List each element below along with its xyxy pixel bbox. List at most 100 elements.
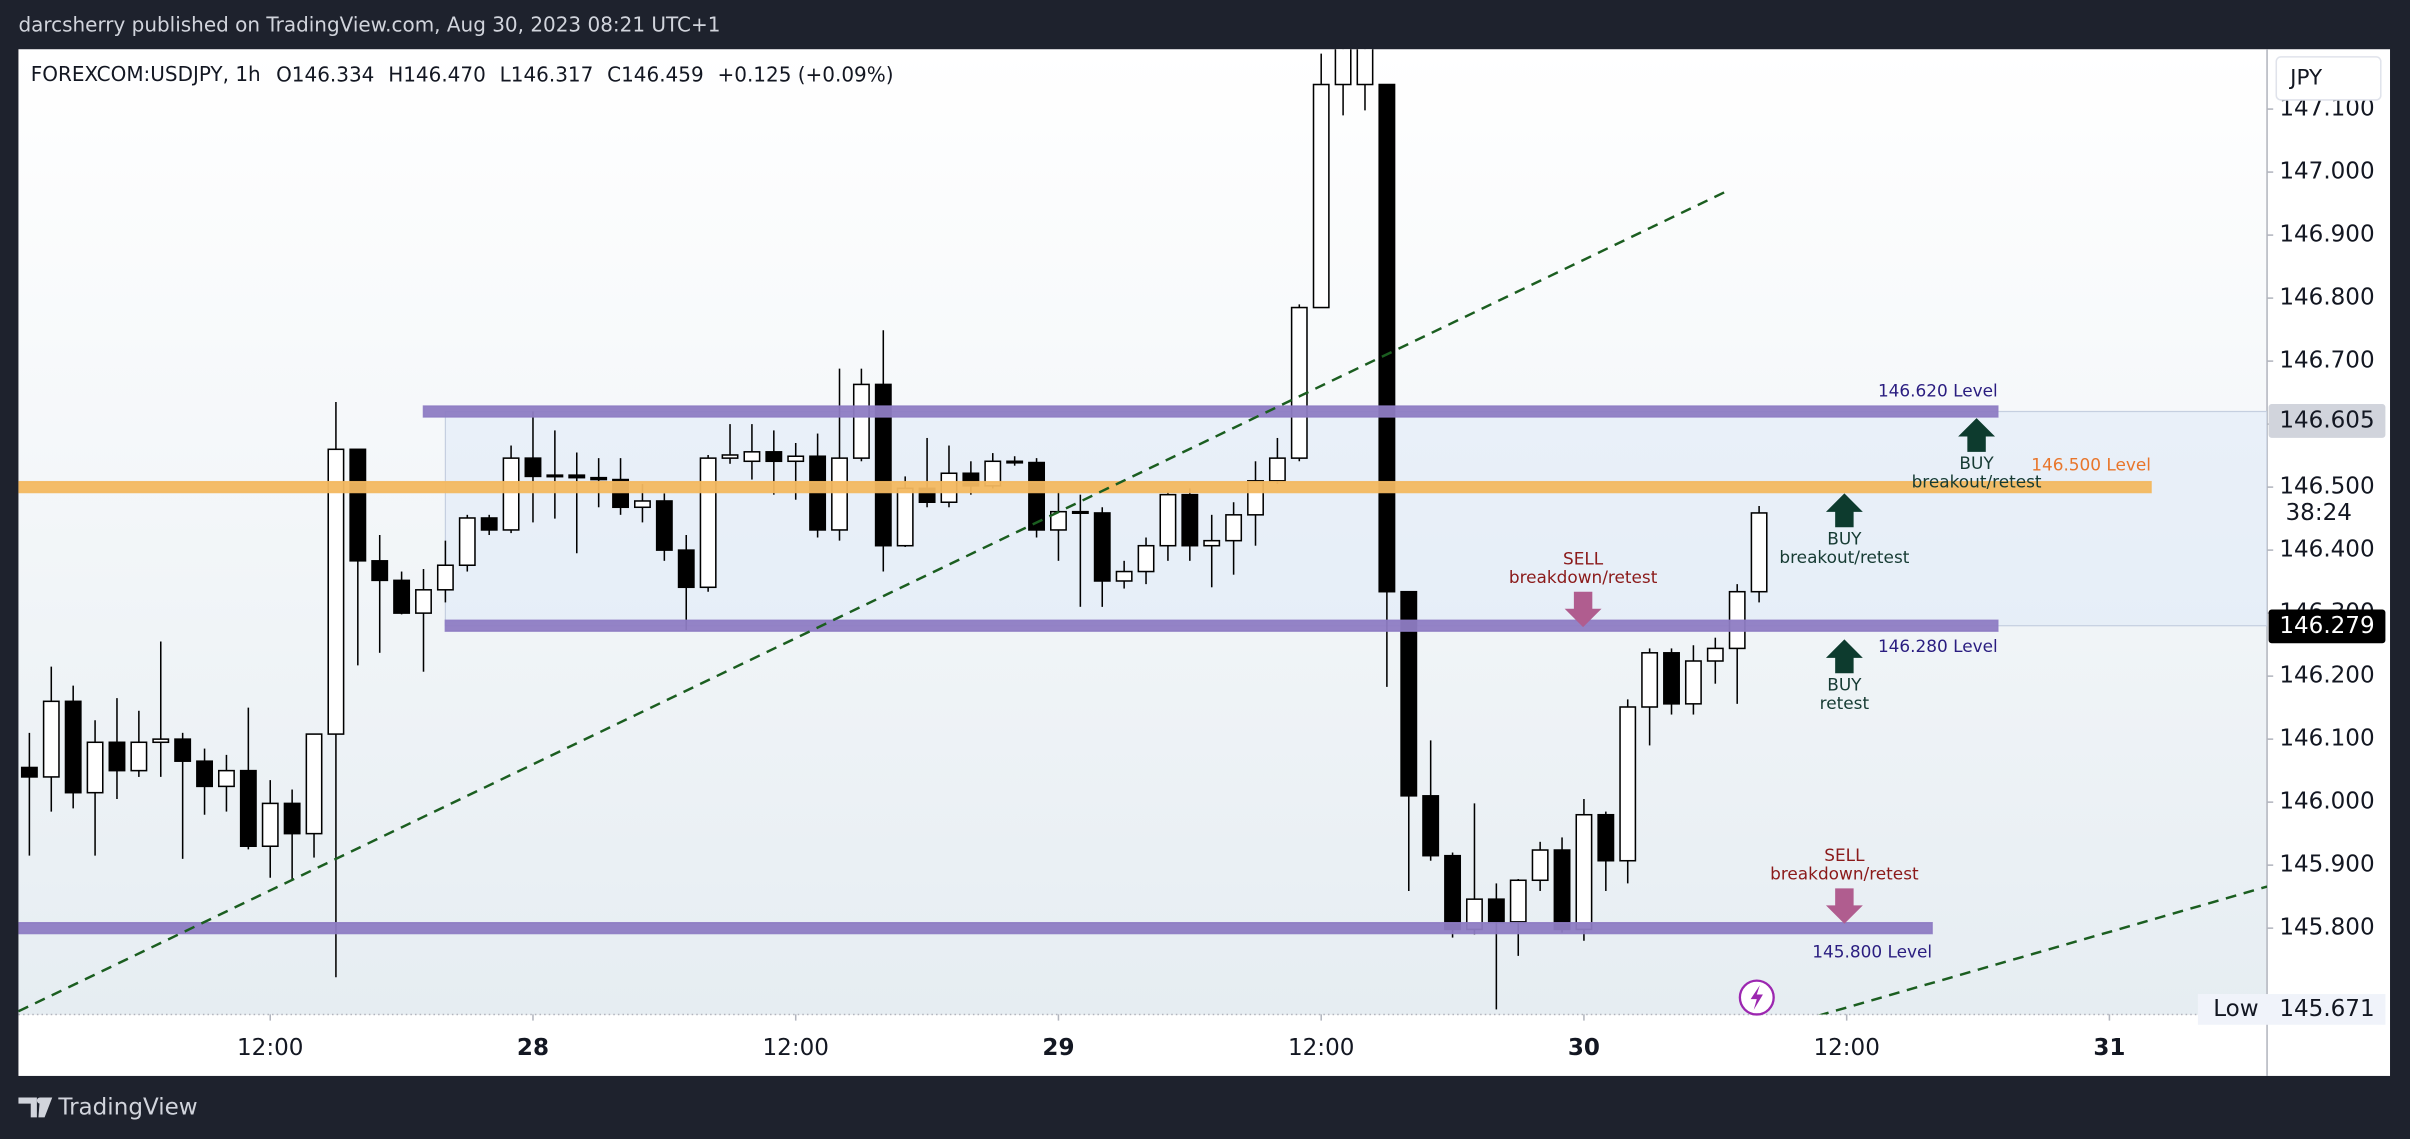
candle-body: [327, 448, 345, 735]
alert-icon[interactable]: [1738, 979, 1775, 1016]
candle-body: [1444, 854, 1462, 931]
candle-body: [590, 476, 608, 481]
candle-body: [436, 564, 454, 591]
candle-body: [1509, 879, 1527, 923]
brand-name: TradingView: [57, 1095, 197, 1121]
candle-body: [393, 579, 411, 614]
candle-body: [568, 474, 586, 479]
price-badge-label: 146.279: [2279, 613, 2374, 639]
note-arrow: [1825, 639, 1863, 674]
candle-body: [1575, 813, 1593, 931]
x-tick-label: 31: [2093, 1035, 2125, 1061]
candle-body: [305, 733, 323, 835]
candle-body: [1028, 461, 1046, 531]
candle-body: [1356, 49, 1374, 86]
x-tick-label: 28: [517, 1035, 549, 1061]
candle-body: [1750, 512, 1768, 593]
candle-body: [1641, 652, 1659, 708]
candle-body: [152, 738, 170, 744]
currency-button-box[interactable]: [2275, 56, 2382, 101]
candle-body: [1684, 660, 1702, 705]
note-text: breakout/retest: [1912, 472, 2042, 492]
countdown: 38:24: [2286, 500, 2352, 526]
candle-body: [130, 741, 148, 772]
low-badge: [2197, 994, 2386, 1025]
y-tick-label: 145.800: [2279, 915, 2374, 941]
candle-body: [1487, 898, 1505, 923]
candle-body: [1203, 539, 1221, 547]
candle-body: [1159, 493, 1177, 547]
note-title: SELL: [1824, 845, 1865, 865]
candle-body: [1268, 457, 1286, 482]
ohlc-value: L146.317: [500, 62, 594, 86]
candle-body: [1225, 514, 1243, 542]
ohlc-value: C146.459: [607, 62, 704, 86]
candle-body: [1334, 49, 1352, 86]
x-tick-label: 12:00: [1813, 1035, 1879, 1061]
y-tick-label: 146.800: [2279, 285, 2374, 311]
candle-body: [349, 448, 367, 562]
candle-body: [42, 700, 60, 778]
level-band: [422, 405, 1999, 418]
candle-body: [852, 383, 870, 459]
y-tick-label: 146.500: [2279, 474, 2374, 500]
ohlc-value: H146.470: [388, 62, 486, 86]
level-label: 145.800 Level: [1812, 942, 1932, 962]
alert-bolt: [1750, 985, 1763, 1010]
note-arrow: [1825, 888, 1863, 924]
candle-body: [64, 700, 82, 794]
candle-body: [655, 500, 673, 551]
candle-body: [217, 769, 235, 788]
candle-body: [765, 451, 783, 463]
candle-body: [699, 457, 717, 589]
level-band: [18, 921, 1933, 935]
note-arrow: [1825, 493, 1863, 528]
note-arrow: [1958, 418, 1996, 452]
note-text: breakdown/retest: [1509, 567, 1658, 587]
x-tick-label: 12:00: [763, 1035, 829, 1061]
overlay: 146.620 Level 146.500 Level 146.280 Level 1…: [1509, 381, 2151, 962]
note-title: BUY: [1827, 675, 1862, 695]
candle-body: [1597, 813, 1615, 862]
candle-body: [1400, 590, 1418, 797]
zone: [444, 410, 2268, 627]
axes: 147.100147.000146.900146.800146.700146.6…: [237, 96, 2386, 1061]
y-tick-label: 146.700: [2279, 348, 2374, 374]
note-title: BUY: [1827, 529, 1862, 549]
candle-body: [831, 457, 848, 531]
header-text: darcsherry published on TradingView.com,…: [18, 13, 720, 37]
low-value: 145.671: [2279, 996, 2374, 1022]
trendline: [18, 189, 1729, 1013]
candle-body: [1115, 570, 1133, 582]
currency-button[interactable]: JPY: [2275, 56, 2382, 101]
plot: [18, 49, 2268, 1015]
ohlc-value: +0.125 (+0.09%): [718, 62, 894, 86]
candle-body: [1312, 83, 1330, 309]
brand-logo-dot: [36, 1097, 44, 1104]
low-label: Low: [2213, 996, 2258, 1022]
y-tick-label: 146.100: [2279, 726, 2374, 752]
candle-body: [174, 738, 192, 762]
currency-label[interactable]: JPY: [2288, 65, 2323, 90]
level-label: 146.620 Level: [1878, 381, 1998, 401]
brand: TradingView: [18, 1095, 198, 1121]
x-tick-label: 29: [1042, 1035, 1074, 1061]
level-label: 146.500 Level: [2031, 455, 2151, 475]
ohlc-value: O146.334: [276, 62, 374, 86]
candle-body: [1181, 493, 1199, 547]
candle-body: [415, 589, 432, 614]
countdown-badge: [2268, 496, 2386, 531]
candle-body: [196, 760, 214, 788]
candle-body: [787, 455, 805, 463]
y-tick-label: 147.000: [2279, 159, 2374, 185]
candle-body: [1663, 652, 1680, 705]
candle-body: [1706, 647, 1724, 662]
note-text: breakout/retest: [1779, 547, 1909, 567]
level-band: [444, 619, 1999, 632]
candle-body: [677, 549, 695, 589]
x-tick-label: 12:00: [1288, 1035, 1354, 1061]
trendline: [1818, 885, 2268, 1015]
y-tick-label: 146.900: [2279, 222, 2374, 248]
note-title: BUY: [1959, 453, 1994, 473]
x-tick-label: 30: [1568, 1035, 1600, 1061]
